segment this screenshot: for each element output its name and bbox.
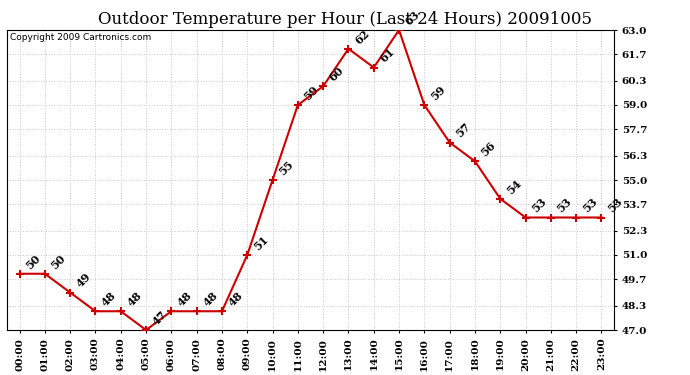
- Text: 53: 53: [606, 196, 624, 215]
- Text: 48: 48: [175, 290, 195, 309]
- Text: Copyright 2009 Cartronics.com: Copyright 2009 Cartronics.com: [10, 33, 151, 42]
- Text: 57: 57: [454, 121, 473, 140]
- Text: 56: 56: [479, 140, 498, 159]
- Text: 49: 49: [75, 271, 93, 290]
- Text: 48: 48: [99, 290, 119, 309]
- Text: 50: 50: [49, 252, 68, 271]
- Text: 53: 53: [530, 196, 549, 215]
- Text: 48: 48: [201, 290, 219, 309]
- Text: 53: 53: [555, 196, 574, 215]
- Text: 54: 54: [504, 177, 523, 196]
- Text: 60: 60: [327, 65, 346, 84]
- Text: 55: 55: [277, 159, 295, 177]
- Text: 62: 62: [353, 27, 371, 46]
- Text: 53: 53: [580, 196, 599, 215]
- Text: 59: 59: [302, 84, 321, 102]
- Text: Outdoor Temperature per Hour (Last 24 Hours) 20091005: Outdoor Temperature per Hour (Last 24 Ho…: [98, 11, 592, 28]
- Text: 50: 50: [23, 252, 42, 271]
- Text: 61: 61: [378, 46, 397, 65]
- Text: 59: 59: [428, 84, 447, 102]
- Text: 63: 63: [403, 9, 422, 27]
- Text: 47: 47: [150, 309, 169, 327]
- Text: 51: 51: [251, 234, 270, 252]
- Text: 48: 48: [125, 290, 144, 309]
- Text: 48: 48: [226, 290, 245, 309]
